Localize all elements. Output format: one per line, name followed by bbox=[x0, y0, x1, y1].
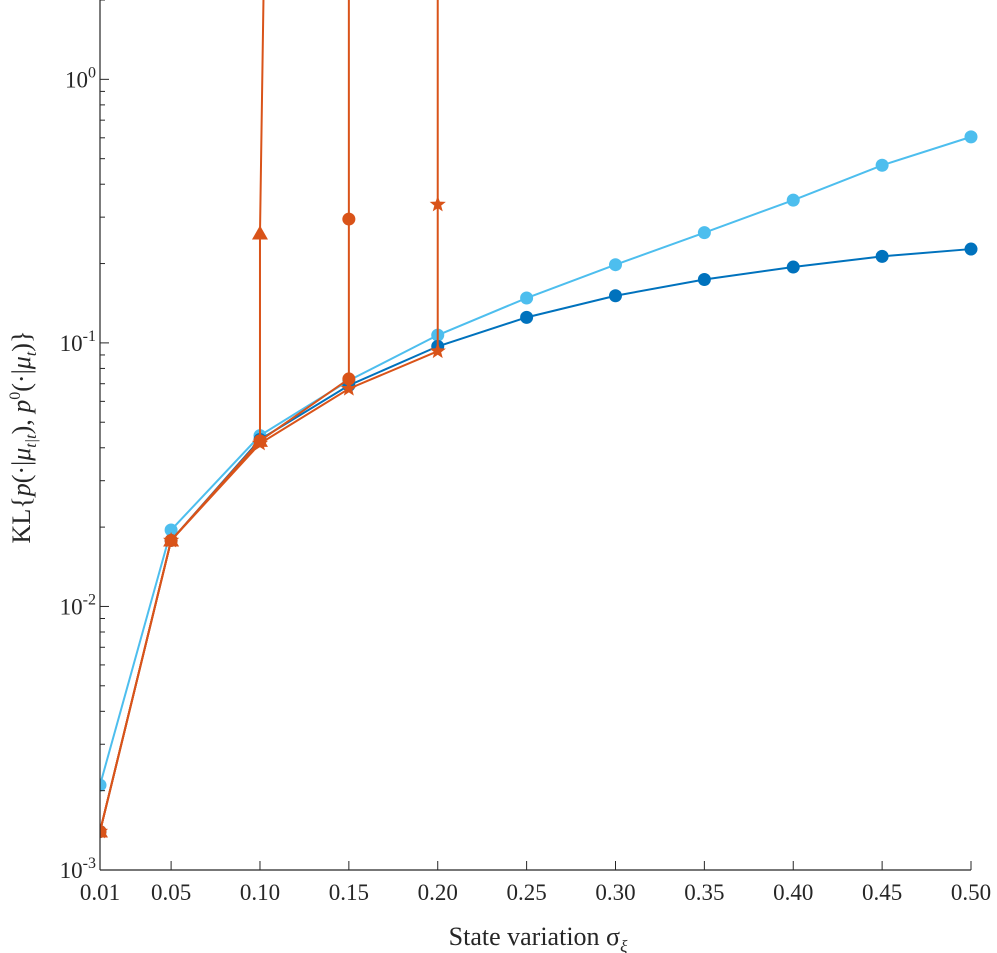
data-point bbox=[100, 822, 109, 839]
series-4 bbox=[100, 0, 356, 838]
x-axis-title: State variation σξ bbox=[449, 922, 628, 953]
data-point bbox=[251, 225, 268, 240]
series-line bbox=[100, 0, 350, 832]
plot-area bbox=[100, 0, 978, 839]
series-3 bbox=[100, 0, 268, 838]
data-point bbox=[251, 435, 269, 451]
series-1 bbox=[100, 130, 978, 792]
y-axis-title: KL{p(·|μt|t), p0(·|μt)} bbox=[7, 331, 40, 544]
data-point bbox=[100, 778, 107, 792]
y-tick-label: 10-3 bbox=[60, 855, 96, 883]
data-point bbox=[608, 289, 622, 303]
data-point bbox=[786, 193, 800, 207]
x-tick-label: 0.20 bbox=[418, 880, 458, 905]
data-point bbox=[964, 242, 978, 256]
x-tick-label: 0.35 bbox=[684, 880, 724, 905]
series-line bbox=[100, 0, 439, 832]
data-point bbox=[697, 272, 711, 286]
data-point bbox=[164, 523, 178, 537]
data-point bbox=[697, 226, 711, 240]
data-point bbox=[163, 531, 180, 548]
series-group bbox=[100, 0, 978, 839]
x-tick-label: 0.10 bbox=[240, 880, 280, 905]
data-point bbox=[342, 372, 356, 386]
data-point bbox=[786, 260, 800, 274]
series-line bbox=[100, 135, 972, 786]
data-point bbox=[340, 380, 357, 396]
data-point bbox=[520, 291, 534, 305]
x-tick-label: 0.30 bbox=[595, 880, 635, 905]
x-tick-label: 0.40 bbox=[773, 880, 813, 905]
axes bbox=[99, 0, 972, 871]
x-tick-label: 0.05 bbox=[151, 880, 191, 905]
data-point bbox=[520, 310, 534, 324]
x-tick-label: 0.15 bbox=[329, 880, 369, 905]
data-point bbox=[342, 212, 356, 226]
tick-labels: 0.01 0.05 0.10 0.15 0.20 0.25 0.30 0.35 0.40 0.45… bbox=[60, 64, 991, 905]
x-tick-label: 0.50 bbox=[951, 880, 991, 905]
x-tick-label: 0.45 bbox=[862, 880, 902, 905]
data-point bbox=[964, 130, 978, 144]
data-point bbox=[429, 342, 446, 359]
series-2 bbox=[100, 242, 978, 838]
data-point bbox=[608, 258, 622, 272]
x-tick-label: 0.01 bbox=[80, 880, 120, 905]
series-line bbox=[100, 248, 972, 832]
series-line bbox=[100, 0, 265, 832]
data-point bbox=[875, 158, 889, 172]
y-tick-label: 100 bbox=[65, 64, 96, 92]
series-5 bbox=[100, 0, 446, 839]
y-tick-label: 10-2 bbox=[60, 591, 96, 619]
x-tick-label: 0.25 bbox=[506, 880, 546, 905]
data-point bbox=[429, 196, 446, 212]
data-point bbox=[875, 249, 889, 263]
y-tick-label: 10-1 bbox=[60, 328, 96, 356]
